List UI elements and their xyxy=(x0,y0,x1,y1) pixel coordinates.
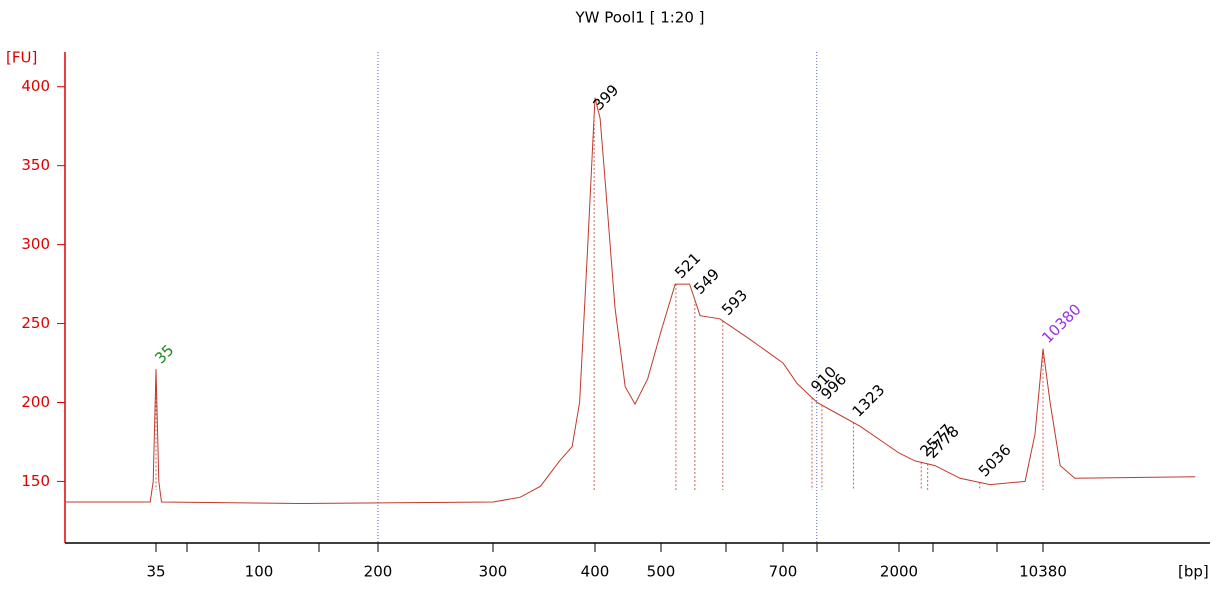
y-tick-label: 200 xyxy=(21,393,50,411)
y-tick-label: 150 xyxy=(21,472,50,490)
y-tick-label: 250 xyxy=(21,314,50,332)
x-tick-label: 500 xyxy=(647,563,676,581)
x-tick-label: 100 xyxy=(245,563,274,581)
y-tick-label: 400 xyxy=(21,77,50,95)
peak-label: 35 xyxy=(151,341,177,367)
x-tick-label: 2000 xyxy=(880,563,918,581)
x-tick-label: 300 xyxy=(479,563,508,581)
minor-ticks xyxy=(186,543,998,552)
y-tick-label: 300 xyxy=(21,235,50,253)
peak-label: 1323 xyxy=(849,381,889,421)
y-tick-label: 350 xyxy=(21,156,50,174)
chart-title: YW Pool1 [ 1:20 ] xyxy=(574,9,704,27)
x-tick-label: 35 xyxy=(146,563,165,581)
y-axis-label: [FU] xyxy=(6,49,37,67)
x-tick-label: 10380 xyxy=(1019,563,1067,581)
x-axis-label: [bp] xyxy=(1178,563,1209,581)
peak-label: 5036 xyxy=(975,441,1015,481)
trace xyxy=(66,97,1196,505)
peak-label: 10380 xyxy=(1038,300,1084,346)
x-tick-label: 700 xyxy=(769,563,798,581)
x-tick-label: 400 xyxy=(581,563,610,581)
x-tick-label: 200 xyxy=(364,563,393,581)
peak-label: 2778 xyxy=(923,422,963,462)
peak-label: 593 xyxy=(718,286,751,319)
